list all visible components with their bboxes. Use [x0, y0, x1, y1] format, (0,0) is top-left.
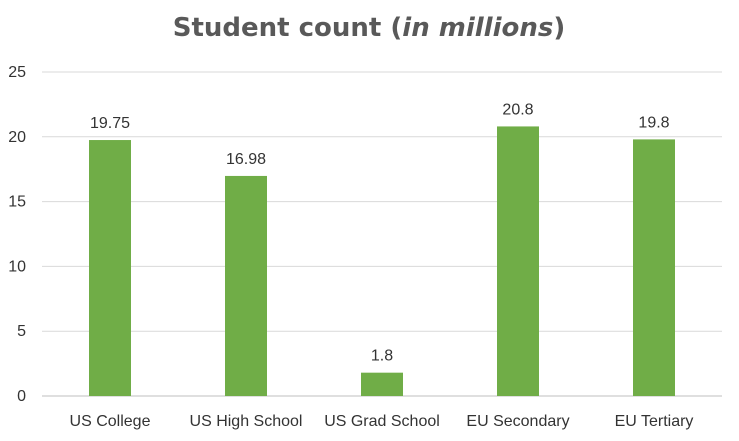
chart-title-italic: in millions [402, 13, 553, 43]
chart-title-suffix: ) [553, 13, 565, 43]
data-label-eu-secondary: 20.8 [502, 101, 533, 118]
bar-us-college [89, 140, 131, 396]
data-label-us-grad-school: 1.8 [371, 348, 393, 365]
category-label-eu-secondary: EU Secondary [466, 413, 569, 430]
category-label-us-grad-school: US Grad School [324, 413, 440, 430]
data-label-eu-tertiary: 19.8 [638, 114, 669, 131]
bar-us-high-school [225, 175, 267, 396]
bar-eu-tertiary [633, 139, 675, 396]
gridlines [42, 71, 722, 397]
y-tick-label-15: 15 [8, 194, 26, 211]
data-label-us-high-school: 16.98 [226, 151, 266, 168]
x-axis-categories: US College US High School US Grad School EU… [70, 413, 694, 430]
data-label-us-college: 19.75 [90, 115, 130, 132]
chart-title-main: Student count ( [173, 13, 403, 43]
bars [89, 126, 675, 396]
category-label-us-college: US College [70, 413, 151, 430]
y-tick-label-10: 10 [8, 258, 26, 275]
category-label-us-high-school: US High School [190, 413, 303, 430]
y-tick-label-20: 20 [8, 129, 26, 146]
category-label-eu-tertiary: EU Tertiary [615, 413, 694, 430]
data-labels: 19.75 16.98 1.8 20.8 19.8 [90, 101, 670, 364]
bar-eu-secondary [497, 126, 539, 396]
y-tick-label-25: 25 [8, 64, 26, 81]
y-tick-label-0: 0 [17, 388, 26, 405]
bar-us-grad-school [361, 372, 403, 396]
chart-title: Student count (in millions) [173, 13, 566, 43]
y-tick-label-5: 5 [17, 323, 26, 340]
y-axis-ticks: 0 5 10 15 20 25 [8, 64, 26, 405]
